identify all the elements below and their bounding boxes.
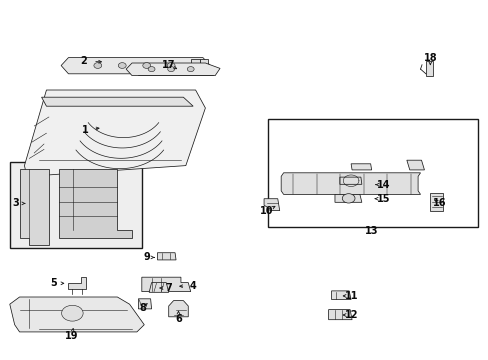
Circle shape	[118, 63, 126, 68]
Text: 19: 19	[65, 330, 79, 341]
Polygon shape	[10, 297, 144, 332]
Polygon shape	[24, 90, 205, 176]
Text: 5: 5	[50, 278, 57, 288]
Text: 16: 16	[432, 198, 446, 208]
Circle shape	[94, 63, 102, 68]
Circle shape	[142, 63, 150, 68]
Polygon shape	[264, 199, 279, 211]
Polygon shape	[281, 173, 420, 194]
Polygon shape	[199, 59, 208, 72]
Polygon shape	[126, 63, 220, 76]
Polygon shape	[168, 301, 188, 317]
Polygon shape	[61, 58, 210, 74]
Polygon shape	[331, 291, 350, 300]
Polygon shape	[190, 59, 199, 72]
Polygon shape	[157, 253, 176, 260]
Text: 7: 7	[165, 283, 172, 293]
Circle shape	[167, 67, 174, 72]
Circle shape	[148, 67, 155, 72]
Text: 14: 14	[376, 180, 390, 190]
Text: 8: 8	[139, 303, 146, 313]
Text: 2: 2	[80, 56, 86, 66]
Polygon shape	[334, 194, 361, 202]
Text: 13: 13	[364, 226, 378, 236]
Bar	[267, 119, 477, 227]
Polygon shape	[68, 277, 85, 289]
Polygon shape	[149, 283, 168, 292]
Text: 3: 3	[13, 198, 20, 208]
Text: 9: 9	[143, 252, 150, 262]
Polygon shape	[138, 299, 151, 309]
Polygon shape	[59, 169, 132, 238]
Text: 15: 15	[376, 194, 390, 204]
Bar	[10, 162, 142, 248]
Text: 18: 18	[423, 53, 436, 63]
Text: 4: 4	[189, 281, 196, 291]
Circle shape	[187, 67, 194, 72]
Polygon shape	[406, 160, 424, 170]
Text: 1: 1	[82, 125, 89, 135]
Circle shape	[61, 305, 83, 321]
Polygon shape	[41, 97, 193, 106]
Polygon shape	[328, 310, 351, 320]
Text: 17: 17	[162, 60, 175, 70]
Text: 12: 12	[345, 310, 358, 320]
Polygon shape	[142, 277, 190, 292]
Circle shape	[342, 194, 354, 203]
Polygon shape	[339, 177, 361, 184]
Polygon shape	[429, 193, 442, 211]
Text: 6: 6	[175, 314, 182, 324]
Polygon shape	[20, 169, 49, 245]
Polygon shape	[350, 164, 371, 170]
Polygon shape	[425, 61, 432, 76]
Circle shape	[167, 63, 175, 68]
Text: 10: 10	[260, 206, 273, 216]
Text: 11: 11	[345, 291, 358, 301]
